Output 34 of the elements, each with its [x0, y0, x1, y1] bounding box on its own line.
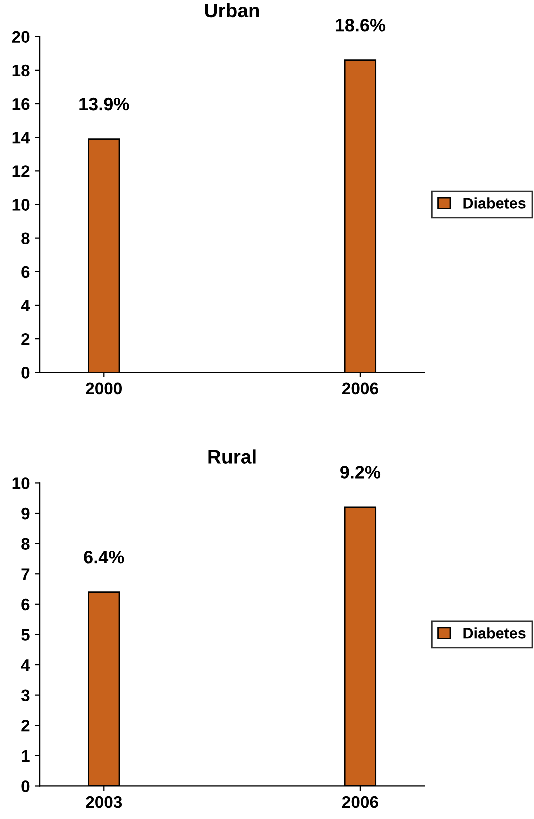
y-tick-label: 6	[22, 266, 30, 278]
data-label: 13.9%	[80, 98, 130, 111]
y-tick-label: 10	[12, 199, 30, 211]
y-tick-label: 7	[22, 568, 30, 580]
y-tick-label: 8	[22, 538, 30, 550]
y-tick-label: 6	[22, 598, 30, 611]
y-tick-label: 20	[12, 31, 30, 44]
data-label: 9.2%	[340, 466, 381, 479]
y-tick-label: 4	[21, 660, 30, 672]
y-tick-label: 3	[21, 690, 30, 702]
x-tick-label: 2006	[342, 796, 378, 808]
y-tick-label: 9	[22, 508, 30, 520]
y-tick-label: 14	[12, 132, 30, 144]
chart-title: Urban	[205, 3, 260, 18]
y-tick-label: 8	[22, 232, 30, 245]
data-label: 18.6%	[336, 19, 386, 32]
y-tick-label: 16	[12, 98, 30, 110]
y-tick-label: 4	[21, 300, 30, 312]
y-tick-label: 10	[12, 478, 30, 490]
y-tick-label: 0	[22, 367, 30, 379]
y-tick-label: 2	[22, 720, 30, 732]
y-tick-label: 2	[22, 333, 30, 346]
y-tick-label: 12	[12, 166, 30, 178]
y-tick-label: 1	[22, 750, 30, 762]
data-label: 6.4%	[84, 550, 124, 564]
x-tick-label: 2000	[86, 382, 122, 395]
x-tick-label: 2006	[342, 382, 378, 395]
x-tick-label: 2003	[86, 796, 122, 808]
y-tick-label: 18	[12, 64, 30, 77]
legend-label: Diabetes	[464, 628, 526, 639]
chart-title: Rural	[208, 450, 256, 464]
y-tick-label: 0	[22, 780, 30, 792]
legend-label: Diabetes	[464, 198, 526, 209]
y-tick-label: 5	[22, 629, 30, 641]
